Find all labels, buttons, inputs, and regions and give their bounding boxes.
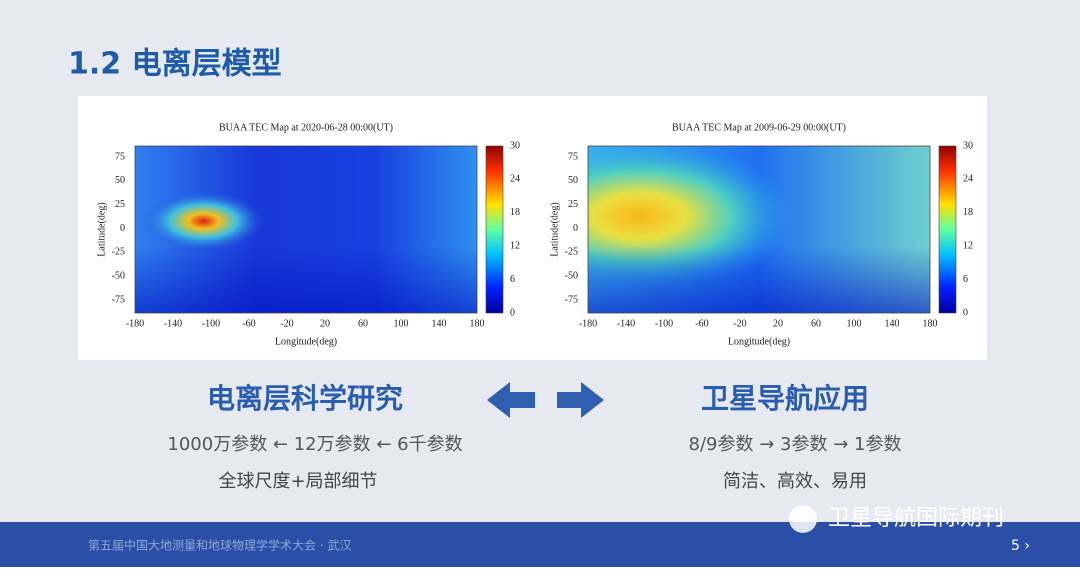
left-line: 全球尺度+局部细节 (218, 471, 377, 492)
x-tick-label: 180 (470, 318, 485, 329)
slide-title: 1.2 电离层模型 (68, 47, 282, 82)
y-tick-label: -75 (112, 294, 125, 305)
x-tick-label: -140 (617, 318, 635, 329)
right-line: 简洁、高效、易用 (723, 471, 867, 492)
tec-map: BUAA TEC Map at 2020-06-28 00:00(UT) -180… (96, 122, 520, 347)
map-title: BUAA TEC Map at 2020-06-28 00:00(UT) (219, 122, 393, 133)
x-tick-label: 180 (923, 318, 938, 329)
colorbar (938, 145, 957, 314)
x-axis-label: Longitude(deg) (275, 336, 337, 347)
y-tick-label: -50 (112, 270, 125, 281)
x-tick-label: 100 (394, 318, 409, 329)
colorbar-tick-label: 30 (510, 140, 520, 151)
wechat-icon (789, 505, 817, 533)
colorbar-tick-label: 0 (963, 307, 968, 318)
colorbar-tick-label: 6 (510, 274, 515, 285)
x-tick-label: -180 (126, 318, 144, 329)
heatmap-overlay (135, 146, 477, 313)
y-axis-label: Latitude(deg) (549, 202, 560, 256)
x-tick-label: -60 (242, 318, 255, 329)
x-tick-label: -140 (164, 318, 182, 329)
x-tick-label: 20 (320, 318, 330, 329)
y-tick-label: -75 (565, 294, 578, 305)
left-line: 1000万参数 ← 12万参数 ← 6千参数 (167, 434, 462, 455)
map-title: BUAA TEC Map at 2009-06-29 00:00(UT) (672, 122, 846, 133)
colorbar-tick-label: 18 (963, 207, 973, 218)
y-tick-label: 0 (573, 223, 578, 234)
x-axis-label: Longitude(deg) (728, 336, 790, 347)
x-tick-label: 20 (773, 318, 783, 329)
colorbar-tick-label: 24 (510, 174, 520, 185)
y-tick-label: 25 (568, 199, 578, 210)
x-tick-label: 100 (847, 318, 862, 329)
x-tick-label: -180 (579, 318, 597, 329)
footer-bar (0, 522, 1080, 567)
x-tick-label: 140 (885, 318, 900, 329)
x-tick-label: -60 (695, 318, 708, 329)
heatmap-overlay (588, 146, 930, 313)
y-tick-label: 50 (115, 175, 125, 186)
y-tick-label: -25 (112, 247, 125, 258)
y-tick-label: 75 (568, 151, 578, 162)
footer-text: 第五届中国大地测量和地球物理学学术大会 · 武汉 (88, 538, 351, 553)
x-tick-label: 60 (811, 318, 821, 329)
x-tick-label: -100 (655, 318, 673, 329)
map-frame (587, 145, 931, 314)
colorbar-tick-label: 12 (963, 240, 973, 251)
colorbar-tick-label: 0 (510, 307, 515, 318)
y-tick-label: 75 (115, 151, 125, 162)
y-tick-label: 0 (120, 223, 125, 234)
tec-map: BUAA TEC Map at 2009-06-29 00:00(UT) -180… (549, 122, 973, 347)
x-tick-label: -100 (202, 318, 220, 329)
colorbar-tick-label: 24 (963, 174, 973, 185)
y-tick-label: -25 (565, 247, 578, 258)
colorbar-tick-label: 30 (963, 140, 973, 151)
colorbar (485, 145, 504, 314)
colorbar-tick-label: 6 (963, 274, 968, 285)
y-tick-label: 25 (115, 199, 125, 210)
y-tick-label: -50 (565, 270, 578, 281)
x-tick-label: 140 (432, 318, 447, 329)
right-heading: 卫星导航应用 (701, 382, 869, 415)
right-line: 8/9参数 → 3参数 → 1参数 (689, 434, 902, 455)
colorbar-tick-label: 12 (510, 240, 520, 251)
map-frame (134, 145, 478, 314)
left-heading: 电离层科学研究 (207, 382, 403, 415)
arrow-left (487, 382, 535, 418)
page-number: 5 › (1011, 538, 1030, 554)
watermark: 卫星导航国际期刊 (828, 506, 1004, 531)
x-tick-label: -20 (733, 318, 746, 329)
arrow-right (557, 382, 604, 418)
y-tick-label: 50 (568, 175, 578, 186)
y-axis-label: Latitude(deg) (96, 202, 107, 256)
colorbar-tick-label: 18 (510, 207, 520, 218)
x-tick-label: 60 (358, 318, 368, 329)
x-tick-label: -20 (280, 318, 293, 329)
